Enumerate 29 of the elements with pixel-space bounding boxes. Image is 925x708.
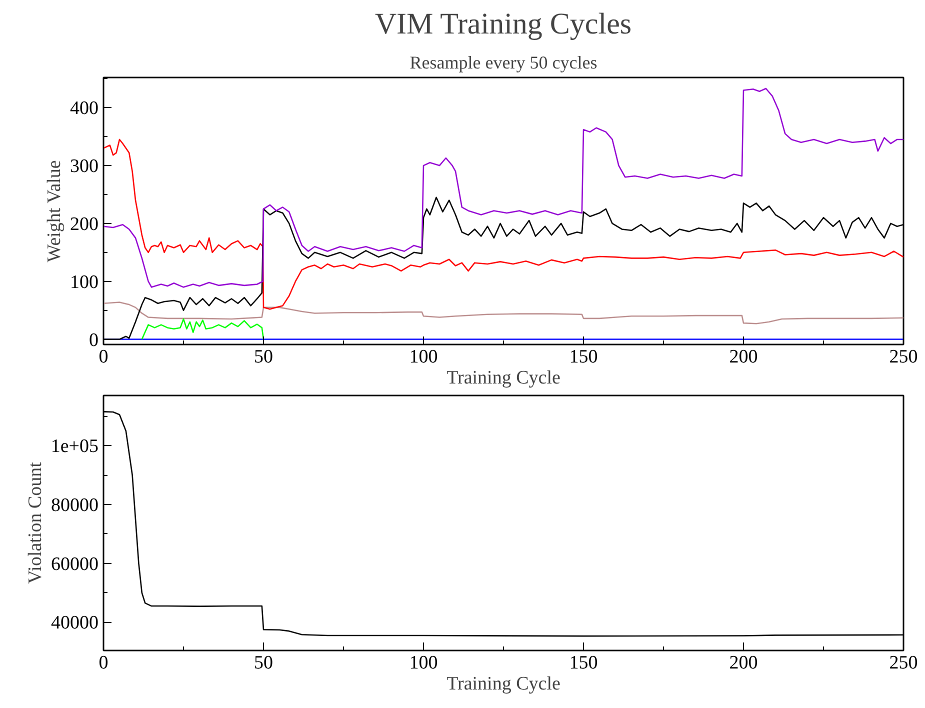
x-tick-label: 250 — [889, 652, 918, 674]
y-tick-label: 300 — [70, 156, 98, 178]
chart-title: VIM Training Cycles — [374, 8, 632, 40]
y-axis-title: Weight Value — [44, 160, 65, 262]
line-series — [104, 302, 904, 324]
x-tick-label: 100 — [409, 652, 438, 674]
y-tick-label: 400 — [70, 98, 98, 120]
y-tick-label: 0 — [89, 330, 98, 351]
y-tick-label: 80000 — [51, 494, 98, 516]
line-series — [104, 88, 904, 288]
y-axis-title: Violation Count — [24, 461, 46, 584]
y-tick-label: 1e+05 — [50, 436, 99, 458]
line-series — [141, 318, 264, 340]
y-tick-label: 60000 — [51, 554, 98, 575]
y-tick-label: 200 — [70, 214, 98, 235]
y-tick-label: 40000 — [51, 612, 98, 634]
x-tick-label: 200 — [729, 346, 758, 368]
x-tick-label: 50 — [254, 346, 273, 368]
x-tick-label: 250 — [889, 346, 918, 368]
x-axis-title: Training Cycle — [446, 368, 560, 388]
x-axis-title: Training Cycle — [446, 674, 560, 694]
x-tick-label: 200 — [729, 652, 758, 674]
x-tick-label: 50 — [254, 652, 273, 674]
x-tick-label: 150 — [569, 346, 598, 368]
x-tick-label: 100 — [409, 346, 438, 368]
y-tick-label: 100 — [70, 272, 98, 293]
x-tick-label: 150 — [569, 652, 598, 674]
chart-subtitle: Resample every 50 cycles — [410, 52, 598, 72]
line-series — [104, 138, 904, 310]
